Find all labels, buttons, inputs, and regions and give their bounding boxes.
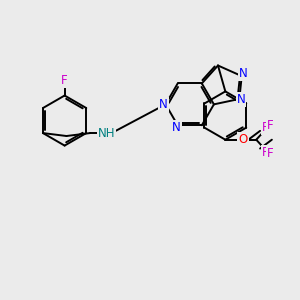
Text: O: O [238, 133, 247, 146]
Text: O: O [238, 133, 247, 146]
Text: NH: NH [98, 127, 115, 140]
Text: N: N [172, 121, 181, 134]
Text: F: F [262, 121, 268, 134]
Text: F: F [262, 146, 268, 159]
Text: N: N [237, 93, 245, 106]
Text: F: F [61, 74, 68, 87]
Text: F: F [267, 147, 274, 160]
Text: N: N [238, 68, 247, 80]
Text: N: N [159, 98, 168, 111]
Text: F: F [267, 119, 274, 132]
